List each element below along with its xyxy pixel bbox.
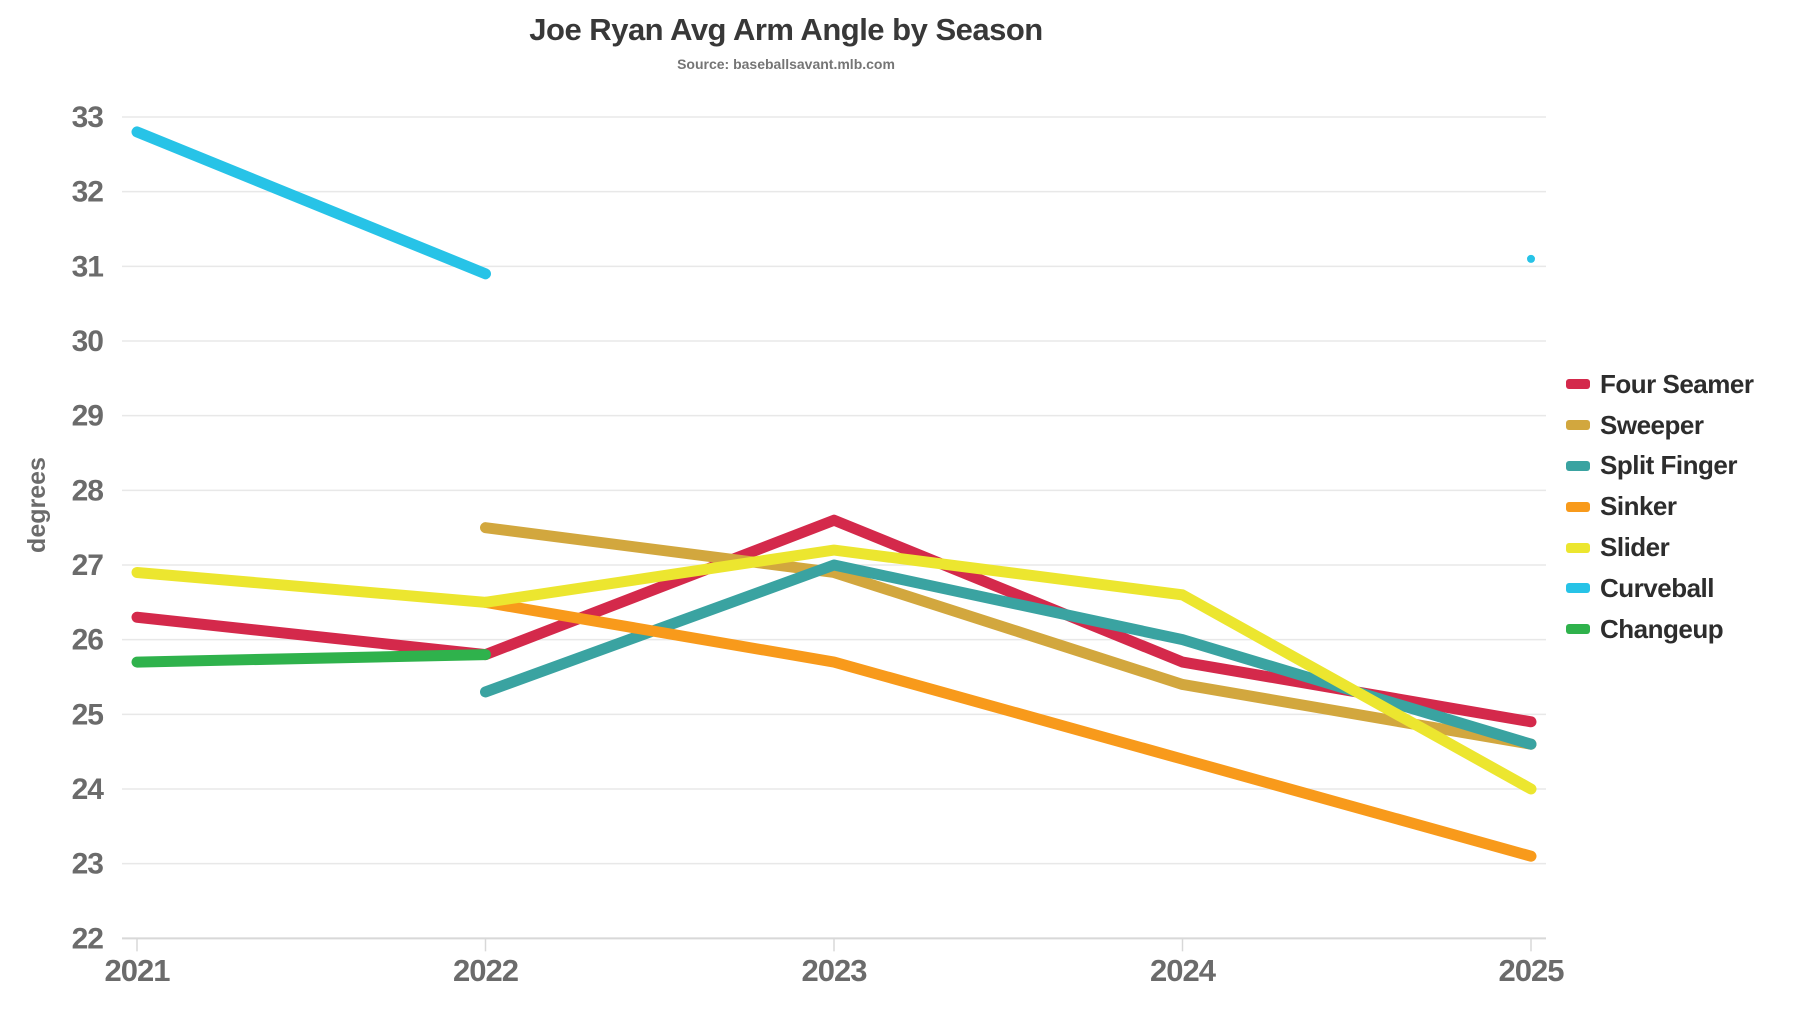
y-tick-label-32: 32 (72, 176, 104, 209)
series-line-changeup (131, 649, 491, 668)
legend-swatch-sweeper (1566, 420, 1590, 431)
series-line-four-seamer (131, 514, 1537, 728)
y-tick-label-29: 29 (72, 400, 104, 433)
y-tick-label-30: 30 (72, 325, 104, 358)
legend-label: Curveball (1600, 572, 1715, 603)
legend-item-curveball[interactable]: Curveball (1566, 568, 1753, 609)
legend-label: Four Seamer (1600, 368, 1754, 399)
legend-swatch-changeup (1566, 624, 1590, 635)
y-tick-label-26: 26 (72, 624, 104, 657)
legend-label: Split Finger (1600, 450, 1738, 481)
legend-label: Sinker (1600, 491, 1677, 522)
legend-label: Slider (1600, 532, 1670, 563)
y-tick-label-28: 28 (72, 474, 104, 507)
series-point-curveball (1527, 254, 1535, 263)
x-tick-label-2023: 2023 (802, 953, 868, 988)
series-line-curveball (131, 126, 491, 280)
y-tick-label-22: 22 (72, 922, 104, 955)
y-tick-label-24: 24 (72, 773, 105, 806)
legend-item-slider[interactable]: Slider (1566, 527, 1753, 568)
legend-swatch-split-finger (1566, 460, 1590, 471)
y-axis-title: degrees (23, 457, 51, 553)
x-tick-label-2022: 2022 (453, 953, 518, 988)
legend-swatch-four-seamer (1566, 379, 1590, 390)
legend-swatch-slider (1566, 542, 1590, 553)
x-tick-label-2021: 2021 (105, 953, 171, 988)
legend-label: Sweeper (1600, 409, 1704, 440)
series-line-sinker (480, 596, 1537, 862)
legend-label: Changeup (1600, 613, 1724, 644)
chart-title: Joe Ryan Avg Arm Angle by Season (529, 12, 1043, 47)
legend-item-changeup[interactable]: Changeup (1566, 609, 1753, 650)
legend-item-four-seamer[interactable]: Four Seamer (1566, 364, 1754, 405)
chart-subtitle: Source: baseballsavant.mlb.com (677, 56, 895, 72)
legend-swatch-sinker (1566, 501, 1590, 512)
y-tick-label-27: 27 (72, 549, 104, 582)
series-line-slider (131, 544, 1537, 795)
series-line-sweeper (480, 522, 1537, 750)
legend-item-sweeper[interactable]: Sweeper (1566, 405, 1753, 446)
legend-swatch-curveball (1566, 583, 1590, 594)
legend-item-split-finger[interactable]: Split Finger (1566, 446, 1753, 487)
y-tick-label-31: 31 (72, 250, 104, 283)
y-tick-label-33: 33 (72, 101, 104, 134)
y-tick-label-23: 23 (72, 848, 104, 881)
x-tick-label-2025: 2025 (1499, 953, 1565, 988)
legend-item-sinker[interactable]: Sinker (1566, 486, 1753, 527)
chart-legend: Four Seamer Sweeper Split Finger Sinker Slid… (1566, 364, 1754, 650)
y-tick-label-25: 25 (72, 698, 104, 731)
x-tick-label-2024: 2024 (1150, 953, 1217, 988)
